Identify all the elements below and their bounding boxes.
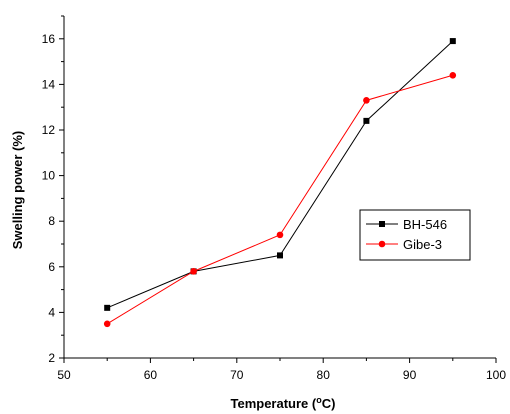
data-point-bh-546 xyxy=(363,117,370,124)
series-layer xyxy=(103,38,457,328)
legend-label-gibe-3: Gibe-3 xyxy=(403,237,442,252)
legend: BH-546 Gibe-3 xyxy=(359,209,471,261)
x-tick-label: 60 xyxy=(144,368,158,382)
y-tick-label: 16 xyxy=(42,32,56,46)
data-point-gibe-3 xyxy=(449,71,457,79)
y-tick-label: 10 xyxy=(42,169,56,183)
series-line-gibe-3 xyxy=(106,74,453,325)
legend-marker-bh-546 xyxy=(379,221,385,227)
plot-frame xyxy=(63,16,496,359)
x-tick-label: 50 xyxy=(57,368,71,382)
x-tick-label: 70 xyxy=(230,368,244,382)
data-point-bh-546 xyxy=(104,304,111,311)
y-axis-ticks: 2 4 6 8 10 12 14 16 xyxy=(42,15,64,365)
x-tick-label: 80 xyxy=(317,368,331,382)
y-tick-label: 2 xyxy=(48,351,55,365)
x-axis-ticks: 50 60 70 80 90 100 xyxy=(57,358,506,382)
data-point-bh-546 xyxy=(277,252,283,259)
data-point-gibe-3 xyxy=(363,97,370,104)
data-point-gibe-3 xyxy=(190,268,197,275)
x-tick-label: 90 xyxy=(403,368,417,382)
y-tick-label: 14 xyxy=(42,77,56,91)
x-tick-label: 100 xyxy=(486,368,506,382)
y-tick-label: 6 xyxy=(48,260,55,274)
legend-label-bh-546: BH-546 xyxy=(403,217,447,232)
data-point-bh-546 xyxy=(449,38,456,45)
legend-marker-gibe-3 xyxy=(378,240,386,248)
y-tick-label: 4 xyxy=(48,305,55,319)
y-axis-label: Swelling power (%) xyxy=(10,131,25,249)
y-tick-label: 8 xyxy=(48,214,55,228)
series-line-bh-546 xyxy=(107,40,454,309)
x-axis-label: Temperature (oC) xyxy=(231,395,336,411)
data-point-gibe-3 xyxy=(276,231,284,239)
data-point-gibe-3 xyxy=(103,320,111,328)
y-tick-label: 12 xyxy=(42,123,56,137)
legend-box xyxy=(359,209,471,261)
